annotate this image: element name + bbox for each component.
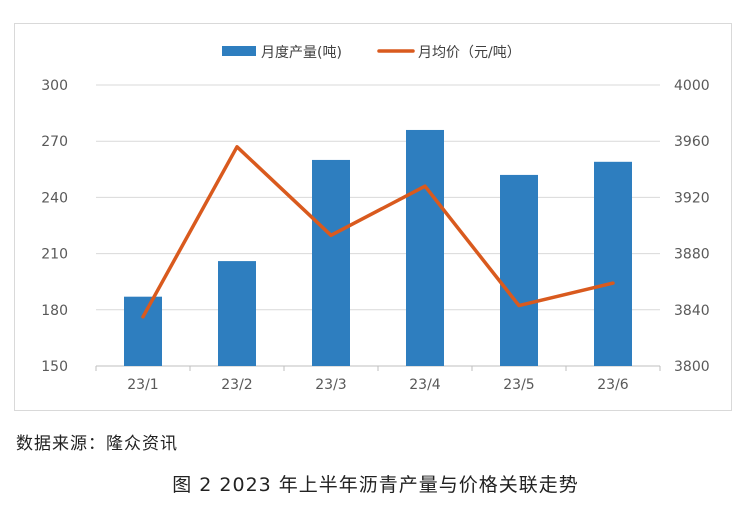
legend-bar-label: 月度产量(吨) — [261, 45, 342, 61]
x-tick-label: 23/1 — [127, 377, 158, 393]
price-point — [329, 233, 333, 237]
price-point — [423, 184, 427, 188]
y-left-tick-label: 300 — [41, 78, 68, 94]
y-right-tick-label: 4000 — [674, 78, 710, 94]
chart-frame: 150 180 210 240 270 300 3800 3840 3880 3920 3960 40… — [14, 23, 732, 411]
x-tick-label: 23/5 — [503, 377, 534, 393]
x-tick-label: 23/4 — [409, 377, 441, 393]
bar — [500, 174, 538, 366]
price-line — [141, 145, 615, 319]
bar — [124, 296, 162, 366]
y-right-tick-label: 3960 — [674, 134, 710, 150]
price-point — [235, 145, 239, 149]
y-right-tick-label: 3840 — [674, 303, 710, 319]
y-left-tick-label: 240 — [41, 190, 68, 206]
chart-svg: 150 180 210 240 270 300 3800 3840 3880 3920 3960 40… — [41, 45, 710, 393]
x-tick-label: 23/2 — [221, 377, 252, 393]
y-left-tick-label: 180 — [41, 303, 68, 319]
bar — [594, 161, 632, 366]
price-point — [611, 281, 615, 285]
legend-bar-swatch — [222, 46, 256, 56]
x-tick-label: 23/6 — [597, 377, 629, 393]
y-left-tick-label: 270 — [41, 134, 68, 150]
price-point — [141, 315, 145, 319]
bar — [312, 159, 350, 366]
y-right-tick-label: 3880 — [674, 247, 710, 263]
y-left-tick-label: 210 — [41, 247, 68, 263]
bar — [218, 261, 256, 366]
y-left-tick-label: 150 — [41, 359, 68, 375]
source-note: 数据来源：隆众资讯 — [16, 434, 178, 454]
x-tick-label: 23/3 — [315, 377, 346, 393]
legend-line-label: 月均价（元/吨） — [418, 45, 521, 61]
price-point — [517, 304, 521, 308]
bar — [406, 129, 444, 366]
y-right-tick-label: 3920 — [674, 190, 710, 206]
figure-caption: 图 2 2023 年上半年沥青产量与价格关联走势 — [172, 474, 579, 496]
y-right-tick-label: 3800 — [674, 359, 710, 375]
